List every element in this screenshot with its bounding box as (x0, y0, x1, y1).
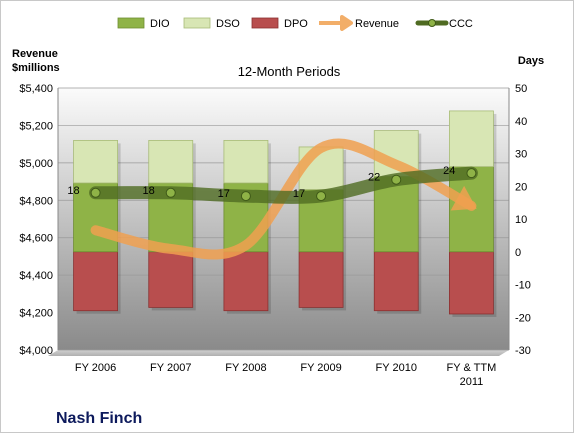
legend-item-ccc: CCC (415, 18, 473, 30)
right-axis-tick-label: -10 (515, 280, 531, 292)
left-axis-tick-label: $4,000 (19, 345, 53, 357)
ccc-marker (165, 187, 176, 198)
x-axis-tick-label: FY 2009 (300, 362, 341, 374)
x-axis-tick-label-line: FY 2008 (225, 362, 266, 374)
bar-dpo (223, 251, 269, 312)
ccc-data-label: 18 (143, 185, 155, 197)
right-axis-tick-label: -30 (515, 345, 531, 357)
legend-label-dpo: DPO (284, 18, 308, 30)
ccc-marker (466, 168, 477, 179)
x-axis-tick-label-line: 2011 (460, 376, 484, 388)
legend-label-dio: DIO (150, 18, 170, 30)
right-axis-tick-label: 0 (515, 247, 521, 259)
left-axis-tick-label: $4,600 (19, 233, 53, 245)
revenue-arrowhead (450, 185, 477, 211)
right-axis-tick-label: 30 (515, 149, 527, 161)
bar-dso (449, 110, 494, 168)
bar-dpo (298, 251, 344, 308)
right-axis-tick-label: -20 (515, 312, 531, 324)
chart-title: 12-Month Periods (238, 64, 341, 79)
x-axis-tick-label: FY 2007 (150, 362, 191, 374)
x-axis-tick-label: FY & TTM 2011 (447, 362, 497, 388)
ccc-marker (316, 191, 327, 202)
x-axis-tick-label: FY 2010 (376, 362, 417, 374)
bar-dpo (373, 251, 419, 312)
left-axis-tick-label: $5,200 (19, 120, 53, 132)
left-axis-title-line2: $millions (12, 62, 60, 74)
left-axis-title-line1: Revenue (12, 48, 58, 60)
left-axis-tick-label: $5,000 (19, 158, 53, 170)
plot-area (58, 88, 509, 350)
x-axis-tick-label: FY 2006 (75, 362, 116, 374)
legend-item-dio: DIO (117, 17, 170, 30)
ccc-marker (90, 187, 101, 198)
ccc-line (89, 166, 478, 204)
bar-dpo (449, 251, 494, 315)
right-axis-tick-label: 10 (515, 214, 527, 226)
left-axis-tick-label: $5,400 (19, 83, 53, 95)
bar-dpo (148, 251, 194, 308)
x-axis-tick-label-line: FY 2009 (300, 362, 341, 374)
plot-floor (48, 350, 509, 356)
right-axis-tick-label: 50 (515, 83, 527, 95)
legend-marker-ccc (428, 19, 436, 27)
x-axis-tick-label: FY 2008 (225, 362, 266, 374)
legend-swatch-dio (117, 17, 145, 29)
legend: DIO DSO DPO Revenue CCC (117, 15, 473, 31)
right-axis-tick-label: 40 (515, 116, 527, 128)
legend-label-ccc: CCC (449, 18, 473, 30)
right-axis-tick-label: 20 (515, 181, 527, 193)
legend-swatch-dpo (251, 17, 279, 29)
legend-item-dso: DSO (183, 17, 240, 30)
revenue-line (90, 138, 477, 260)
ccc-data-label: 18 (67, 185, 79, 197)
x-axis-tick-label-line: FY 2006 (75, 362, 116, 374)
x-axis-tick-label-line: FY & TTM (447, 362, 497, 374)
company-name: Nash Finch (56, 410, 142, 427)
x-axis-tick-label-line: FY 2010 (376, 362, 417, 374)
legend-item-revenue: Revenue (319, 15, 399, 31)
legend-item-dpo: DPO (251, 17, 308, 30)
bar-dpo (73, 251, 118, 312)
left-axis-tick-label: $4,800 (19, 195, 53, 207)
x-axis-tick-label-line: FY 2007 (150, 362, 191, 374)
left-axis-tick-label: $4,200 (19, 308, 53, 320)
ccc-data-label: 17 (218, 188, 230, 200)
legend-swatch-revenue (319, 15, 353, 31)
legend-label-revenue: Revenue (355, 18, 399, 30)
ccc-marker (240, 191, 251, 202)
bar-dso (148, 139, 194, 184)
right-axis-title: Days (518, 55, 544, 67)
ccc-marker (391, 174, 402, 185)
ccc-data-label: 24 (443, 165, 455, 177)
left-axis-tick-label: $4,400 (19, 270, 53, 282)
bar-dso (73, 139, 118, 184)
ccc-data-label: 22 (368, 172, 380, 184)
bar-dso (223, 139, 269, 184)
legend-swatch-dso (183, 17, 211, 29)
legend-label-dso: DSO (216, 18, 240, 30)
ccc-data-label: 17 (293, 188, 305, 200)
